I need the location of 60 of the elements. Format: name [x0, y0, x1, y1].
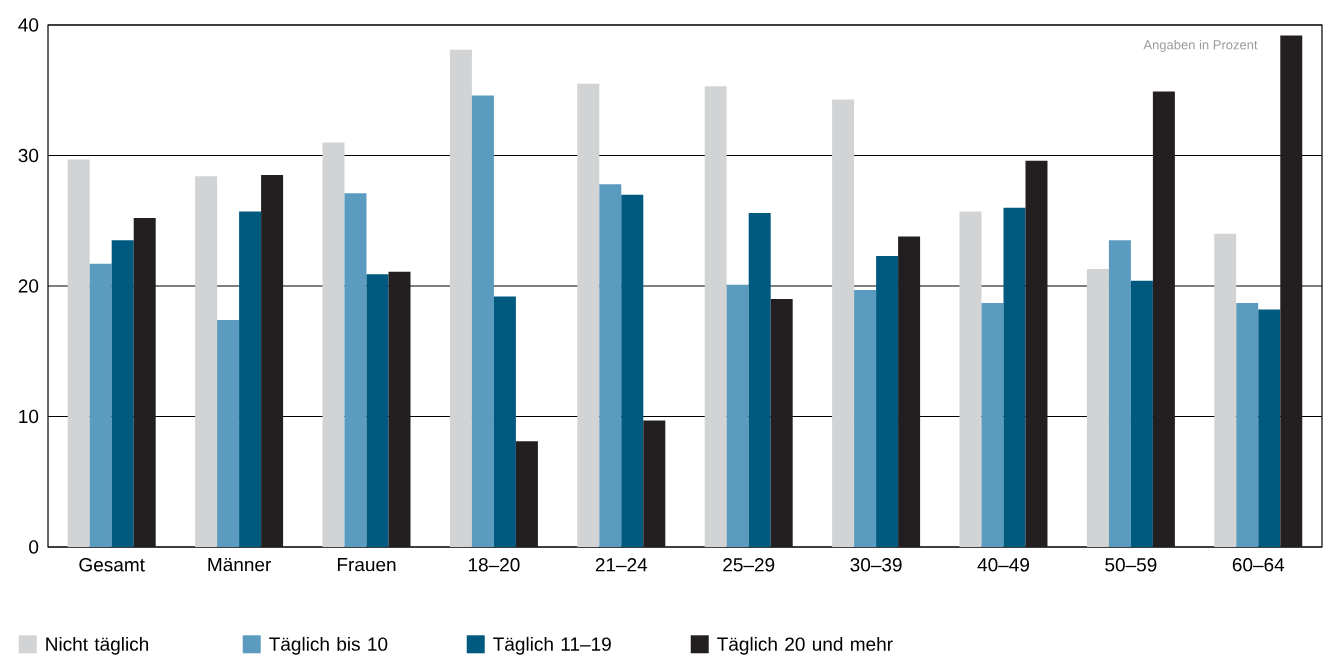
bar [1086, 269, 1109, 547]
bar [493, 296, 516, 547]
bar [876, 255, 899, 547]
bar [388, 271, 411, 547]
bar [261, 175, 284, 547]
bar [449, 49, 472, 547]
bar [1108, 240, 1131, 547]
x-tick-label: 18–20 [468, 558, 520, 572]
y-tick-label: 30 [18, 148, 39, 163]
bar [770, 299, 793, 547]
bar [748, 212, 771, 547]
bar [322, 142, 345, 547]
bar [1003, 207, 1026, 547]
x-tick-label: 25–29 [723, 558, 775, 572]
bar [1280, 35, 1303, 547]
bar [1236, 302, 1259, 547]
legend-label: Nicht täglich [46, 636, 149, 655]
y-tick-label: 10 [19, 409, 39, 424]
bar [195, 176, 218, 547]
x-tick-label: 21–24 [595, 558, 648, 572]
bar [111, 240, 134, 547]
bar [515, 441, 538, 547]
x-tick-label: 30–39 [850, 558, 902, 572]
bar [643, 420, 666, 547]
bar [1025, 160, 1048, 547]
bar [959, 211, 982, 547]
x-tick-label: 40–49 [977, 558, 1029, 572]
bar [133, 218, 156, 547]
bar [239, 211, 262, 547]
y-tick-label: 20 [18, 279, 39, 293]
legend-label: Täglich 11–19 [493, 636, 611, 655]
bar [577, 83, 600, 547]
x-tick-label: Männer [208, 558, 271, 572]
bar [599, 184, 622, 547]
legend-label: Täglich bis 10 [269, 636, 388, 655]
bar [217, 319, 240, 547]
bar [67, 159, 90, 547]
bar [981, 302, 1004, 547]
annotation: Angaben in Prozent [1143, 39, 1258, 52]
bar [1258, 309, 1281, 547]
legend-label: Täglich 20 und mehr [717, 636, 893, 655]
bar [832, 99, 855, 547]
bar [704, 86, 727, 547]
bar [1214, 233, 1237, 547]
y-tick-label: 0 [29, 540, 39, 554]
bar [1152, 91, 1175, 547]
bar [344, 193, 367, 547]
x-tick-label: Gesamt [79, 558, 145, 572]
bar [471, 95, 494, 547]
bar [854, 289, 877, 547]
bar [366, 274, 389, 547]
x-tick-label: 60–64 [1232, 558, 1285, 572]
bar [621, 194, 644, 547]
bar [1130, 280, 1153, 547]
bar [89, 263, 112, 547]
bar [726, 284, 749, 547]
x-tick-label: 50–59 [1105, 558, 1157, 572]
y-tick-label: 40 [18, 18, 39, 32]
x-tick-label: Frauen [337, 558, 396, 572]
bar [898, 236, 921, 547]
